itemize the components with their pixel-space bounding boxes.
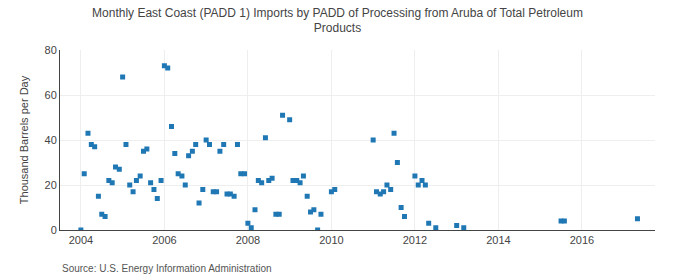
svg-text:2010: 2010 — [319, 234, 343, 246]
svg-text:2016: 2016 — [570, 234, 594, 246]
svg-text:40: 40 — [45, 134, 57, 146]
svg-text:2006: 2006 — [152, 234, 176, 246]
svg-text:2008: 2008 — [236, 234, 260, 246]
svg-text:0: 0 — [51, 224, 57, 236]
svg-text:60: 60 — [45, 89, 57, 101]
svg-text:20: 20 — [45, 179, 57, 191]
svg-text:Monthly East Coast (PADD 1) Im: Monthly East Coast (PADD 1) Imports by P… — [92, 6, 583, 36]
svg-text:2014: 2014 — [486, 234, 510, 246]
svg-text:Source: U.S. Energy Informatio: Source: U.S. Energy Information Administ… — [62, 263, 272, 274]
svg-text:Thousand Barrels per Day: Thousand Barrels per Day — [18, 75, 30, 204]
svg-text:2004: 2004 — [69, 234, 93, 246]
svg-text:80: 80 — [45, 44, 57, 56]
svg-text:2012: 2012 — [403, 234, 427, 246]
